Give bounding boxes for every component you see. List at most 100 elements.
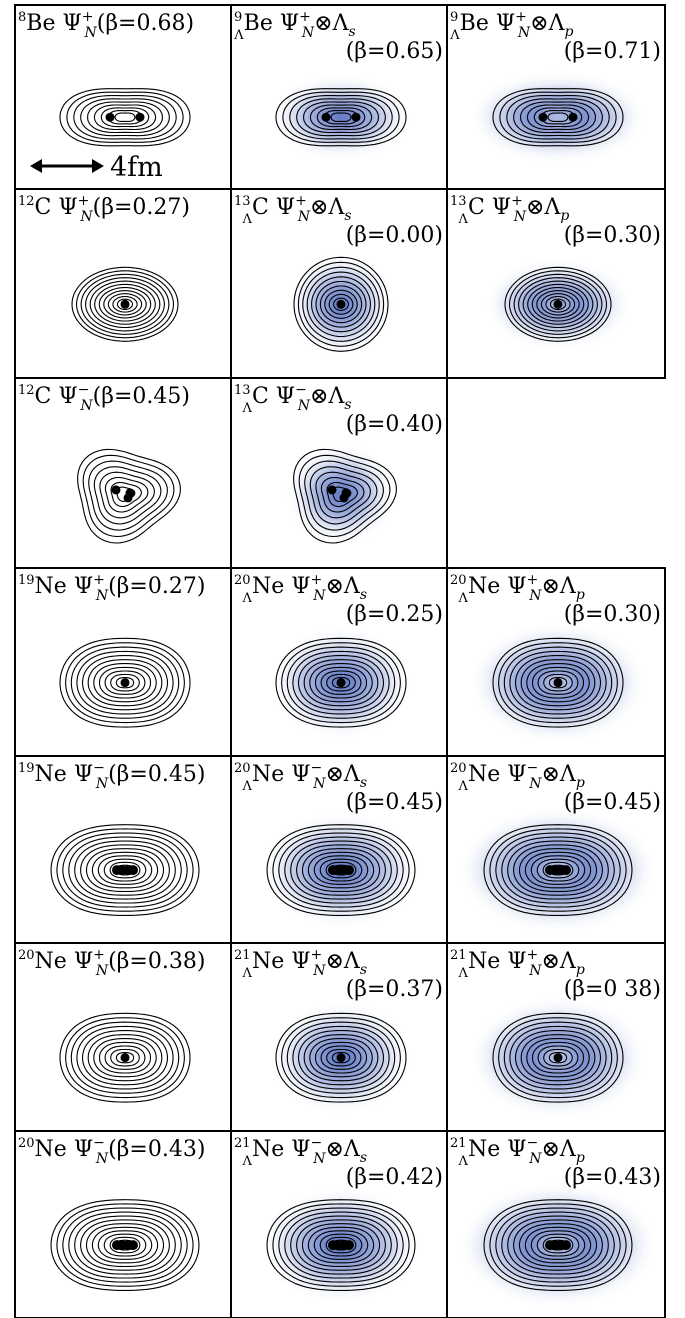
- cluster-dot: [128, 1240, 138, 1251]
- contour-line: [489, 828, 627, 912]
- label-rest: (β=0.45): [93, 384, 190, 409]
- label-rest: (β=0.38): [108, 949, 205, 974]
- contour-lines: [293, 448, 397, 544]
- contour-line: [319, 1233, 363, 1257]
- cluster-centers: [336, 1053, 346, 1063]
- deformation-beta: (β=0.25): [346, 602, 443, 627]
- contour-line: [526, 663, 590, 703]
- contour-line: [272, 1203, 410, 1287]
- contour-line: [325, 861, 357, 879]
- contour-line: [543, 673, 573, 692]
- cell-r4c2: 20 ΛNe Ψ+ N⊗Λs(β=0.25): [230, 567, 448, 757]
- cluster-centers: [328, 865, 354, 876]
- label-rest: ⊗Λ: [325, 949, 360, 974]
- contour-line: [328, 293, 354, 315]
- wavefunction-subscript: N: [312, 963, 326, 979]
- hyperon-index: Λ: [458, 1154, 469, 1169]
- cluster-centers: [545, 865, 571, 876]
- parity-sign: +: [311, 947, 323, 963]
- contour-line: [514, 1030, 602, 1086]
- mass-number: 9: [450, 10, 458, 25]
- contour-line: [311, 276, 371, 333]
- cluster-dot: [111, 485, 121, 495]
- cell-label: 19Ne Ψ− N(β=0.45): [18, 760, 205, 792]
- label-rest: ⊗Λ: [526, 195, 561, 220]
- contour-line: [104, 476, 149, 513]
- hyperon-index: Λ: [242, 591, 253, 606]
- contour-line: [326, 1048, 356, 1067]
- contour-line: [80, 844, 170, 896]
- wavefunction-symbol: Ψ: [507, 1137, 526, 1162]
- contour-line: [508, 270, 608, 339]
- mass-number: 20: [450, 761, 467, 776]
- cluster-dot: [336, 299, 346, 309]
- contour-line: [284, 1211, 398, 1279]
- contour-line: [112, 295, 138, 313]
- contour-line: [492, 88, 624, 147]
- contour-line: [62, 1207, 188, 1283]
- contour-line: [306, 271, 376, 338]
- parity-sign: −: [311, 760, 323, 776]
- cluster-centers: [327, 485, 351, 503]
- contour-line: [518, 277, 598, 332]
- cluster-dot: [135, 112, 145, 122]
- deformation-beta: (β=0.45): [346, 790, 443, 815]
- label-rest: ⊗Λ: [541, 949, 576, 974]
- contour-line: [278, 832, 404, 908]
- mass-number: 20: [18, 948, 35, 963]
- wavefunction-subscript: N: [79, 398, 93, 414]
- cell-border: [446, 1130, 666, 1318]
- contour-line: [309, 104, 373, 131]
- contour-line: [293, 256, 389, 352]
- contour-line: [110, 673, 140, 692]
- contour-line: [81, 655, 169, 711]
- cluster-centers: [336, 678, 346, 688]
- cell-label: 12C Ψ− N(β=0.45): [18, 382, 190, 414]
- contour-line: [542, 861, 574, 879]
- wavefunction-symbol: Ψ: [74, 949, 93, 974]
- wavefunction-subscript: N: [79, 209, 93, 225]
- contour-lines: [71, 266, 179, 342]
- wavefunction-symbol: Ψ: [492, 195, 511, 220]
- contour-line: [513, 98, 603, 137]
- contour-line: [116, 298, 134, 310]
- contour-line: [70, 1021, 180, 1094]
- contour-line: [520, 101, 596, 134]
- deformation-beta: (β=0.42): [346, 1165, 443, 1190]
- mass-number: 8: [18, 10, 26, 25]
- nucleus-symbol: Ne: [35, 762, 74, 787]
- contour-line: [527, 283, 589, 325]
- cluster-dot: [561, 865, 571, 876]
- hyperon-index: Λ: [458, 966, 469, 981]
- contour-line: [548, 1052, 568, 1064]
- wavefunction-subscript: N: [312, 588, 326, 604]
- mass-number: 21: [234, 1136, 251, 1151]
- cluster-centers: [328, 1240, 354, 1251]
- contour-line: [87, 659, 163, 707]
- contour-line: [313, 855, 369, 885]
- cell-r6c2: 21 ΛNe Ψ+ N⊗Λs(β=0.37): [230, 942, 448, 1132]
- cell-label: 21 ΛNe Ψ− N⊗Λs: [234, 1135, 367, 1169]
- mass-number: 21: [234, 948, 251, 963]
- contour-line: [114, 112, 136, 122]
- wavefunction-symbol: Ψ: [276, 384, 295, 409]
- label-rest: ⊗Λ: [325, 1137, 360, 1162]
- cluster-dot: [344, 1240, 354, 1251]
- label-rest: (β=0.27): [108, 574, 205, 599]
- contour-line: [495, 832, 621, 908]
- wavefunction-symbol: Ψ: [276, 195, 295, 220]
- cluster-dot: [553, 299, 563, 309]
- wavefunction-subscript: N: [95, 588, 109, 604]
- cluster-centers: [120, 299, 130, 309]
- nucleus-symbol: Ne: [468, 1137, 507, 1162]
- cell-r1c1: 8Be Ψ+ N(β=0.68): [14, 4, 232, 190]
- contour-line: [333, 297, 349, 311]
- contour-line: [73, 95, 177, 140]
- lambda-orbital: s: [344, 397, 351, 413]
- cluster-dot: [120, 1053, 130, 1063]
- contour-lines: [275, 1012, 407, 1103]
- parity-sign: −: [311, 1135, 323, 1151]
- nucleus-symbol: Ne: [252, 762, 291, 787]
- parity-sign: +: [527, 572, 539, 588]
